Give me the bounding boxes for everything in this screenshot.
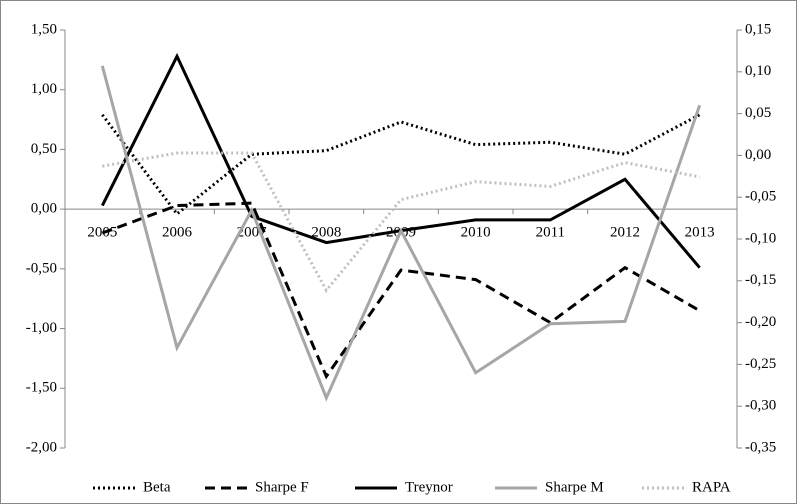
- y2-tick-label: -0,25: [745, 356, 776, 372]
- y-tick-label: 1,50: [31, 21, 57, 37]
- y2-tick-label: 0,15: [745, 21, 771, 37]
- y-tick-label: -1,00: [26, 320, 57, 336]
- y-tick-label: 1,00: [31, 81, 57, 97]
- y2-tick-label: 0,10: [745, 63, 771, 79]
- legend-label: RAPA: [692, 479, 731, 495]
- y2-tick-label: -0,30: [745, 398, 776, 414]
- legend-label: Beta: [143, 479, 171, 495]
- y2-tick-label: -0,15: [745, 272, 776, 288]
- y2-tick-label: 0,00: [745, 147, 771, 163]
- series-line: [101, 113, 701, 217]
- legend-label: Treynor: [405, 479, 453, 495]
- y2-tick-label: -0,10: [745, 230, 776, 246]
- series-line: [101, 201, 701, 380]
- y2-tick-label: -0,20: [745, 314, 776, 330]
- x-tick-label: 2012: [610, 225, 640, 241]
- series-line: [100, 65, 702, 402]
- y-tick-label: 0,00: [31, 201, 57, 217]
- legend-label: Sharpe M: [545, 479, 604, 495]
- x-tick-label: 2013: [685, 225, 715, 241]
- y-tick-label: 0,50: [31, 141, 57, 157]
- legend-label: Sharpe F: [255, 479, 309, 495]
- y-tick-label: -2,00: [26, 439, 57, 455]
- x-tick-label: 2006: [162, 225, 193, 241]
- x-tick-label: 2011: [536, 225, 565, 241]
- y-tick-label: -0,50: [26, 260, 57, 276]
- y-tick-label: -1,50: [26, 380, 57, 396]
- series-line: [102, 151, 700, 294]
- x-tick-label: 2010: [461, 225, 491, 241]
- y2-tick-label: -0,05: [745, 189, 776, 205]
- y2-tick-label: 0,05: [745, 105, 771, 121]
- y2-tick-label: -0,35: [745, 439, 776, 455]
- x-tick-label: 2008: [311, 225, 341, 241]
